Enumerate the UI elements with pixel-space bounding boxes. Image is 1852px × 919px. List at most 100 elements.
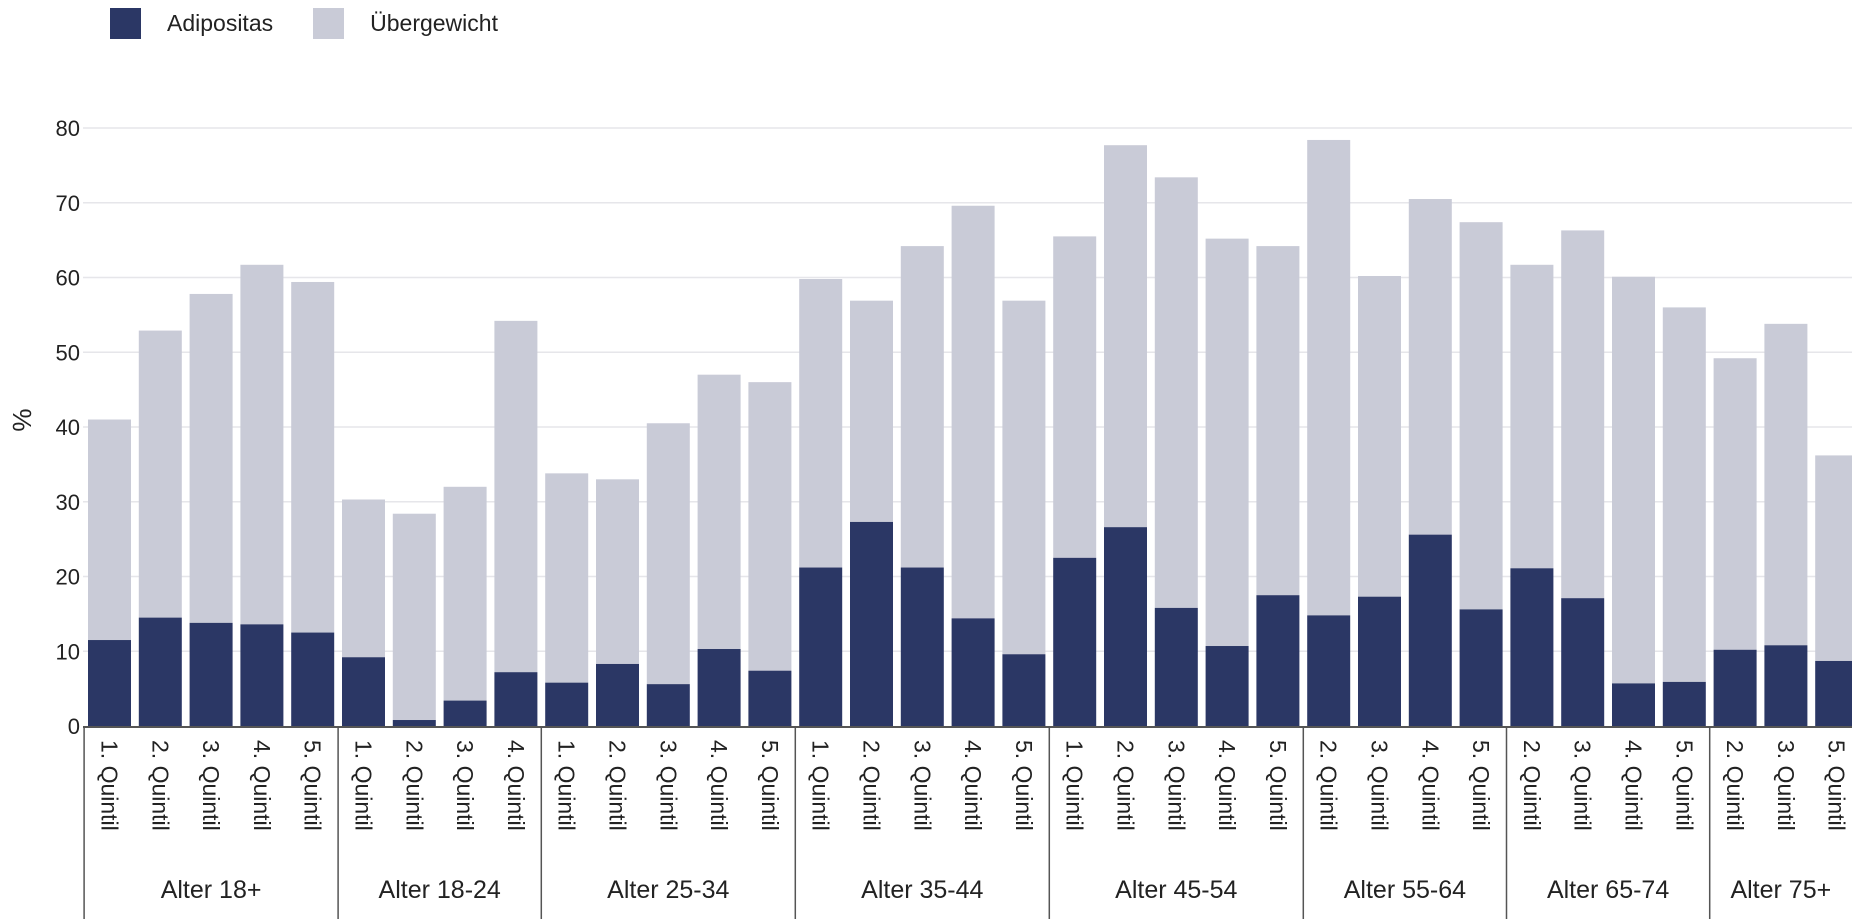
bar-uebergewicht[interactable]	[1815, 455, 1852, 661]
bar-adipositas[interactable]	[1815, 660, 1852, 726]
bar-uebergewicht[interactable]	[494, 320, 538, 673]
x-tick-label: 4. Quintil	[503, 740, 529, 831]
bar-uebergewicht[interactable]	[1256, 246, 1300, 596]
bar-uebergewicht[interactable]	[342, 499, 385, 658]
bar-uebergewicht[interactable]	[240, 264, 284, 625]
bar-uebergewicht[interactable]	[799, 278, 843, 568]
x-tick-label: 2. Quintil	[401, 740, 427, 831]
bar-uebergewicht[interactable]	[1104, 145, 1147, 528]
bar-adipositas[interactable]	[1459, 609, 1503, 726]
x-tick-label: 2. Quintil	[1519, 740, 1545, 831]
x-tick-label: 2. Quintil	[605, 740, 631, 831]
bar-uebergewicht[interactable]	[189, 293, 233, 623]
x-tick-label: 4. Quintil	[960, 740, 986, 831]
legend-swatch-uebergewicht	[313, 7, 345, 39]
bar-adipositas[interactable]	[951, 618, 995, 726]
bar-uebergewicht[interactable]	[1662, 307, 1706, 682]
x-tick-label: 3. Quintil	[655, 740, 681, 831]
bar-uebergewicht[interactable]	[596, 479, 639, 664]
bar-uebergewicht[interactable]	[1053, 236, 1097, 558]
bar-adipositas[interactable]	[1510, 568, 1554, 726]
bar-adipositas[interactable]	[1713, 649, 1757, 726]
x-tick-label: 1. Quintil	[351, 740, 377, 831]
bar-adipositas[interactable]	[596, 663, 639, 726]
bar-adipositas[interactable]	[1002, 654, 1046, 726]
bar-adipositas[interactable]	[799, 567, 843, 726]
bar-uebergewicht[interactable]	[545, 473, 589, 683]
x-tick-label: 5. Quintil	[1265, 740, 1291, 831]
legend-item-uebergewicht[interactable]: Übergewicht	[313, 7, 498, 39]
legend-item-adipositas[interactable]: Adipositas	[110, 7, 273, 39]
bar-adipositas[interactable]	[1053, 557, 1097, 726]
bar-adipositas[interactable]	[850, 521, 893, 726]
bar-adipositas[interactable]	[1662, 681, 1706, 726]
bar-uebergewicht[interactable]	[1205, 238, 1249, 647]
bar-uebergewicht[interactable]	[1154, 177, 1198, 608]
bar-uebergewicht[interactable]	[1408, 199, 1452, 535]
legend-label-uebergewicht: Übergewicht	[370, 9, 498, 36]
x-tick-label: 3. Quintil	[1773, 740, 1799, 831]
bar-uebergewicht[interactable]	[900, 246, 944, 568]
bar-adipositas[interactable]	[1307, 615, 1351, 726]
bar-adipositas[interactable]	[1358, 596, 1401, 726]
bar-adipositas[interactable]	[900, 567, 944, 726]
x-tick-label: 5. Quintil	[1671, 740, 1697, 831]
bar-uebergewicht[interactable]	[850, 300, 893, 522]
bar-adipositas[interactable]	[1256, 595, 1300, 726]
bar-uebergewicht[interactable]	[697, 374, 741, 650]
bar-adipositas[interactable]	[748, 670, 792, 726]
bar-adipositas[interactable]	[1764, 645, 1808, 726]
bar-uebergewicht[interactable]	[392, 513, 436, 721]
bar-adipositas[interactable]	[88, 640, 131, 726]
bar-adipositas[interactable]	[697, 649, 741, 726]
x-group-label: Alter 45-54	[1115, 876, 1237, 904]
x-tick-label: 3. Quintil	[909, 740, 935, 831]
bar-uebergewicht[interactable]	[646, 423, 690, 685]
bar-uebergewicht[interactable]	[1713, 358, 1757, 650]
bar-uebergewicht[interactable]	[748, 382, 792, 671]
y-tick-label: 30	[56, 490, 80, 515]
bar-uebergewicht[interactable]	[1358, 276, 1401, 597]
bar-adipositas[interactable]	[1154, 607, 1198, 726]
bar-uebergewicht[interactable]	[1002, 300, 1046, 655]
bar-adipositas[interactable]	[646, 684, 690, 726]
bar-uebergewicht[interactable]	[1612, 276, 1655, 684]
bar-uebergewicht[interactable]	[951, 205, 995, 619]
x-tick-label: 5. Quintil	[300, 740, 326, 831]
bar-uebergewicht[interactable]	[291, 281, 335, 633]
bar-uebergewicht[interactable]	[1459, 222, 1503, 610]
bar-adipositas[interactable]	[1561, 598, 1605, 726]
x-tick-label: 5. Quintil	[1824, 740, 1850, 831]
bar-adipositas[interactable]	[392, 720, 436, 726]
bar-adipositas[interactable]	[342, 657, 385, 726]
y-axis-label: %	[7, 408, 37, 431]
bar-adipositas[interactable]	[1205, 646, 1249, 726]
bar-uebergewicht[interactable]	[1561, 230, 1605, 599]
y-tick-label: 50	[56, 340, 80, 365]
bar-uebergewicht[interactable]	[1510, 264, 1554, 569]
bar-uebergewicht[interactable]	[88, 419, 131, 641]
bar-uebergewicht[interactable]	[443, 486, 487, 701]
bar-adipositas[interactable]	[1612, 683, 1655, 726]
x-group-label: Alter 18+	[161, 876, 262, 904]
bar-uebergewicht[interactable]	[1307, 139, 1351, 616]
x-group-label: Alter 18-24	[379, 876, 501, 904]
bar-adipositas[interactable]	[138, 617, 182, 726]
bar-uebergewicht[interactable]	[138, 330, 182, 618]
y-tick-label: 0	[68, 714, 80, 739]
x-group-label: Alter 65-74	[1547, 876, 1669, 904]
bar-adipositas[interactable]	[545, 682, 589, 726]
bar-adipositas[interactable]	[1104, 527, 1147, 726]
x-group-label: Alter 25-34	[607, 876, 729, 904]
bar-adipositas[interactable]	[443, 700, 487, 726]
bar-adipositas[interactable]	[1408, 534, 1452, 726]
x-tick-label: 3. Quintil	[1367, 740, 1393, 831]
bar-uebergewicht[interactable]	[1764, 323, 1808, 646]
bar-adipositas[interactable]	[291, 632, 335, 726]
y-tick-label: 80	[56, 116, 80, 141]
bar-adipositas[interactable]	[494, 672, 538, 726]
bar-adipositas[interactable]	[189, 622, 233, 726]
bar-adipositas[interactable]	[240, 624, 284, 726]
x-tick-label: 2. Quintil	[1113, 740, 1139, 831]
